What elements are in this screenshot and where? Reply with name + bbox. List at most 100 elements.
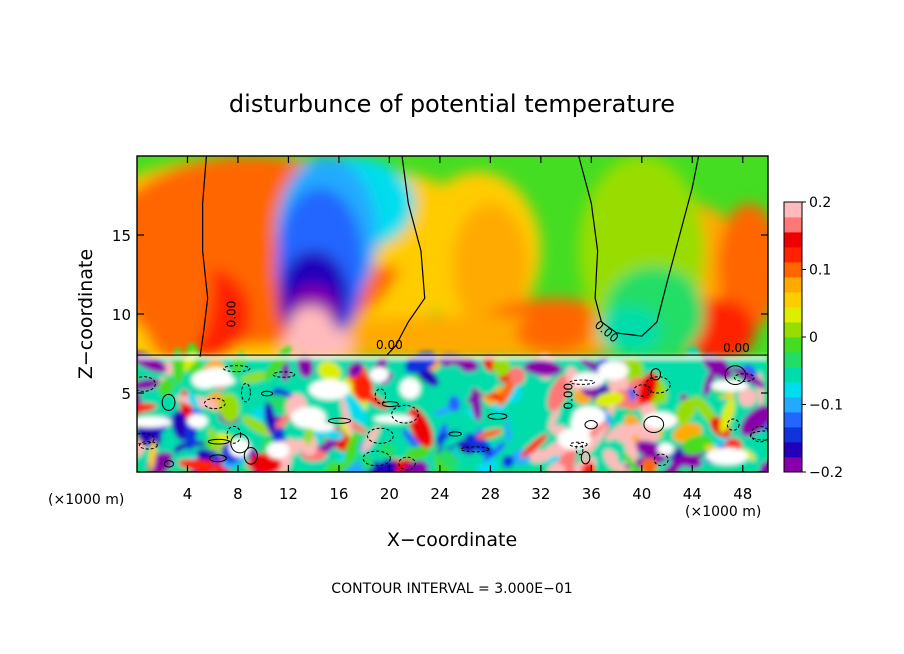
field-region bbox=[703, 370, 715, 397]
field-region bbox=[470, 387, 482, 421]
contour-line bbox=[460, 446, 490, 453]
field-region bbox=[448, 395, 461, 412]
field-region bbox=[186, 414, 208, 429]
contour-line bbox=[223, 365, 251, 373]
field-region bbox=[352, 373, 373, 402]
field-region bbox=[675, 397, 697, 425]
field-region bbox=[240, 372, 269, 383]
field-region bbox=[442, 427, 469, 449]
x-tick-label: 20 bbox=[380, 485, 399, 503]
field-region bbox=[643, 411, 678, 429]
field-region bbox=[137, 416, 172, 428]
field-region bbox=[187, 393, 199, 409]
colorbar: 0.2 0.1 0 −0.1 −0.2 bbox=[783, 195, 843, 481]
colorbar-swatch bbox=[784, 352, 802, 368]
field-region bbox=[738, 388, 757, 407]
field-region bbox=[570, 413, 595, 435]
field-region bbox=[605, 426, 622, 442]
field-region bbox=[546, 455, 561, 464]
field-region bbox=[340, 394, 353, 436]
x-tick-label: 8 bbox=[233, 485, 243, 503]
colorbar-swatch bbox=[784, 277, 802, 293]
field-region bbox=[594, 391, 624, 408]
field-region bbox=[264, 345, 292, 381]
colorbar-swatch bbox=[784, 382, 802, 398]
field-region bbox=[137, 378, 160, 391]
x-tick-label: 44 bbox=[683, 485, 702, 503]
field-region bbox=[171, 410, 189, 441]
field-region bbox=[271, 427, 287, 443]
colorbar-swatch bbox=[784, 292, 802, 308]
colorbar-swatch bbox=[784, 202, 802, 218]
contour-line bbox=[749, 430, 768, 441]
field-region bbox=[710, 379, 749, 392]
y-tick-label: 10 bbox=[112, 306, 131, 324]
field-region bbox=[178, 459, 221, 472]
contour-line bbox=[633, 384, 652, 397]
field-region bbox=[361, 425, 380, 453]
field-region bbox=[717, 203, 768, 330]
field-region bbox=[731, 366, 766, 389]
field-region bbox=[219, 392, 240, 423]
colorbar-swatch bbox=[784, 307, 802, 323]
field-region bbox=[369, 367, 389, 383]
contour-line bbox=[726, 418, 740, 431]
contour-label: 0.00 bbox=[376, 338, 403, 352]
y-axis-label: Z−coordinate bbox=[75, 249, 97, 379]
field-region bbox=[137, 355, 768, 359]
x-axis: 4 8 12 16 20 24 28 32 36 40 44 48 bbox=[183, 156, 752, 503]
field-region bbox=[208, 427, 222, 456]
field-region bbox=[515, 314, 592, 352]
colorbar-swatch bbox=[784, 322, 802, 338]
contour-label: 0.00 bbox=[561, 383, 575, 410]
field-region bbox=[439, 449, 459, 470]
field-region bbox=[378, 443, 396, 458]
heatmap-field: 0.000.00 0.000.000.00 bbox=[137, 156, 768, 472]
contour-line bbox=[243, 446, 258, 465]
field-region bbox=[693, 395, 718, 426]
contour-line bbox=[272, 371, 296, 378]
x-tick-label: 4 bbox=[183, 485, 193, 503]
field-region bbox=[297, 354, 314, 378]
contour-line bbox=[391, 404, 419, 424]
contour-line bbox=[161, 393, 176, 411]
x-tick-label: 32 bbox=[531, 485, 550, 503]
contour-line bbox=[199, 156, 209, 357]
contour-line bbox=[381, 401, 399, 408]
field-region bbox=[365, 458, 401, 472]
colorbar-swatch bbox=[784, 442, 802, 458]
colorbar-tick-label: −0.2 bbox=[809, 465, 843, 481]
field-region bbox=[594, 355, 609, 373]
field-region bbox=[603, 449, 625, 472]
contour-line bbox=[448, 431, 462, 437]
field-region bbox=[672, 367, 703, 395]
contour-line bbox=[362, 450, 391, 467]
field-region bbox=[523, 360, 563, 377]
field-region bbox=[158, 377, 175, 397]
colorbar-swatch bbox=[784, 247, 802, 263]
field-region bbox=[318, 361, 342, 383]
field-region bbox=[347, 361, 364, 378]
colorbar-tick-label: −0.1 bbox=[809, 398, 843, 414]
x-tick-label: 48 bbox=[733, 485, 752, 503]
field-region bbox=[241, 415, 272, 436]
colorbar-swatch bbox=[784, 337, 802, 353]
contour-line bbox=[653, 453, 669, 467]
contour-line bbox=[230, 433, 250, 454]
contour-line bbox=[366, 427, 394, 444]
x-unit-right: (×1000 m) bbox=[685, 504, 761, 520]
field-region bbox=[508, 367, 525, 385]
field-region bbox=[740, 405, 768, 437]
contour-line bbox=[386, 156, 426, 356]
field-region bbox=[137, 403, 157, 413]
field-region bbox=[547, 375, 570, 412]
y-tick-label: 5 bbox=[121, 385, 131, 403]
contour-line bbox=[724, 365, 747, 385]
contour-line bbox=[138, 440, 158, 450]
contour-line bbox=[650, 368, 662, 381]
colorbar-swatch bbox=[784, 457, 802, 473]
contour-line bbox=[240, 382, 251, 403]
x-tick-label: 24 bbox=[430, 485, 449, 503]
field-region bbox=[266, 441, 290, 459]
colorbar-tick-label: 0.1 bbox=[809, 263, 831, 279]
